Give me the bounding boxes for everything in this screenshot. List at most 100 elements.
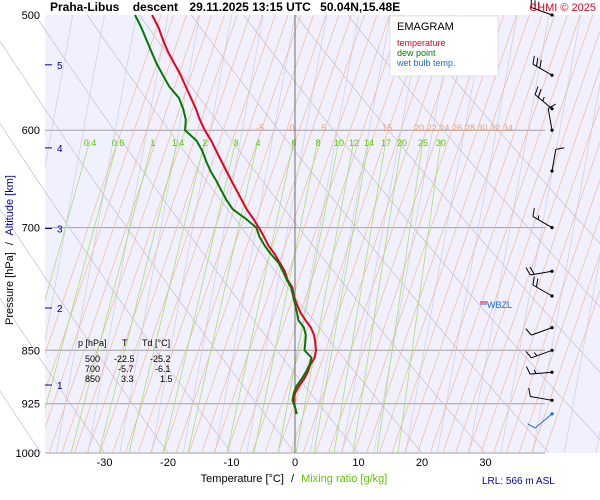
isotherm-line — [373, 14, 455, 454]
moist-adiabat — [44, 14, 162, 354]
wind-barb-staff — [547, 108, 553, 131]
mixing-ratio-line — [376, 139, 424, 454]
wind-barb-feather — [527, 423, 536, 429]
title-mode: descent — [133, 0, 178, 14]
lrl-label: LRL: 566 m ASL — [482, 476, 555, 487]
saturation-label: 22 — [427, 123, 437, 133]
moist-adiabat — [150, 14, 302, 454]
altitude-tick-label: 4 — [57, 144, 63, 155]
wind-barb-feather — [535, 278, 539, 288]
table-header-p: p [hPa] — [78, 338, 107, 348]
legend-title: EMAGRAM — [397, 21, 454, 33]
dry-adiabat — [347, 14, 600, 308]
wind-barb-station — [550, 226, 554, 230]
temperature-tick-label: 30 — [479, 457, 491, 469]
wind-barb-feather — [535, 57, 539, 67]
moist-adiabat — [404, 14, 556, 454]
legend-box — [389, 15, 499, 77]
mixing-ratio-line — [253, 139, 319, 454]
isotherm-lines — [44, 14, 600, 454]
wind-barb-feather — [532, 208, 535, 217]
dew-point-line — [134, 14, 313, 415]
moist-adiabat — [74, 14, 225, 454]
moist-adiabat — [213, 14, 365, 454]
pressure-tick-label: 925 — [22, 399, 40, 411]
moist-adiabat — [137, 14, 289, 454]
wind-barb-staff — [531, 349, 553, 359]
wind-barb-station — [550, 398, 554, 402]
profile-series — [134, 14, 317, 415]
moist-adiabat — [226, 14, 378, 454]
moist-adiabat — [188, 14, 340, 454]
wind-barb-station — [550, 107, 554, 111]
saturation-label: 0 — [289, 123, 294, 133]
mixing-ratio-label: 8 — [315, 138, 320, 148]
altitude-tick-label: 1 — [57, 381, 63, 392]
moist-adiabat — [44, 14, 175, 391]
pressure-tick-label: 850 — [22, 345, 40, 357]
mixing-ratio-line — [295, 139, 355, 454]
mixing-ratio-label: 17 — [381, 138, 391, 148]
isotherm-line — [309, 14, 391, 454]
temperature-tick-label: 10 — [352, 457, 364, 469]
wind-barb-feather — [525, 366, 531, 375]
moist-adiabat — [99, 14, 251, 454]
moist-adiabat — [518, 216, 600, 454]
wind-barb-feather — [525, 267, 531, 276]
moist-adiabat — [493, 142, 600, 454]
wind-barb-half-feather — [533, 369, 537, 374]
saturation-label: 24 — [439, 123, 449, 133]
y-axis-altitude-label: Altitude [km] — [4, 175, 16, 236]
moist-adiabat — [505, 179, 600, 454]
wind-barb-station — [550, 348, 554, 352]
x-axis-separator: / — [291, 473, 295, 485]
mixing-ratio-lines: 0.4 0.6 1 1.4 2 3 4 6 8 10 12 14 17 20 25 30 — [44, 138, 446, 454]
y-axis-separator: / — [4, 241, 16, 245]
wind-barb-feather — [525, 328, 532, 336]
isotherm-line — [341, 14, 423, 454]
mixing-ratio-label: 2 — [202, 138, 207, 148]
isotherm-line — [468, 14, 550, 454]
legend-temperature: temperature — [397, 38, 446, 48]
pressure-tick-label: 1000 — [16, 448, 40, 460]
mixing-ratio-label: 12 — [349, 138, 359, 148]
dry-adiabat — [243, 14, 600, 440]
wind-barb-station — [550, 412, 554, 416]
isotherm-line — [595, 431, 600, 454]
saturation-label: 5 — [321, 123, 326, 133]
wind-barb-feather — [537, 88, 542, 98]
isotherm-line — [214, 14, 296, 454]
mixing-ratio-line — [162, 139, 237, 454]
saturation-label: 30 — [477, 123, 487, 133]
x-axis-label: Temperature [°C] / Mixing ratio [g/kg] — [201, 473, 388, 485]
dry-adiabat — [139, 14, 486, 454]
isotherm-line — [55, 14, 137, 454]
moist-adiabat — [417, 14, 568, 454]
temperature-tick-label: -30 — [97, 457, 113, 469]
saturation-label: 28 — [465, 123, 475, 133]
wind-barb-feather — [529, 266, 535, 275]
saturation-label: -5 — [256, 123, 264, 133]
moist-adiabat — [290, 14, 441, 454]
temperature-tick-label: 20 — [416, 457, 428, 469]
dry-adiabat — [399, 14, 600, 244]
isotherm-line — [44, 14, 105, 341]
wind-barbs — [525, 0, 565, 429]
mixing-ratio-line — [313, 139, 370, 454]
dry-adiabat — [295, 14, 600, 373]
mixing-ratio-label: 3 — [233, 138, 238, 148]
moist-adiabat — [124, 14, 276, 454]
moist-adiabat — [480, 105, 600, 454]
mixing-ratio-line — [352, 139, 403, 454]
table-cell: 850 — [85, 374, 100, 384]
moist-adiabat — [315, 14, 467, 454]
y-axis-pressure-label: Pressure [hPa] — [4, 252, 16, 325]
wind-barb-station — [550, 269, 554, 273]
dry-adiabat — [0, 297, 105, 454]
wind-barb-feather — [534, 86, 539, 95]
table-header-t: T — [122, 338, 128, 348]
x-axis-temp-label: Temperature [°C] — [201, 473, 284, 485]
mixing-ratio-label: 0.6 — [112, 138, 125, 148]
